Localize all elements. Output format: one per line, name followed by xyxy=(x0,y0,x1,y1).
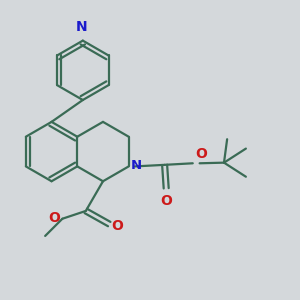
Text: O: O xyxy=(48,211,60,225)
Text: N: N xyxy=(75,20,87,34)
Text: N: N xyxy=(130,159,141,172)
Text: O: O xyxy=(195,147,207,161)
Text: O: O xyxy=(112,219,124,232)
Text: O: O xyxy=(160,194,172,208)
